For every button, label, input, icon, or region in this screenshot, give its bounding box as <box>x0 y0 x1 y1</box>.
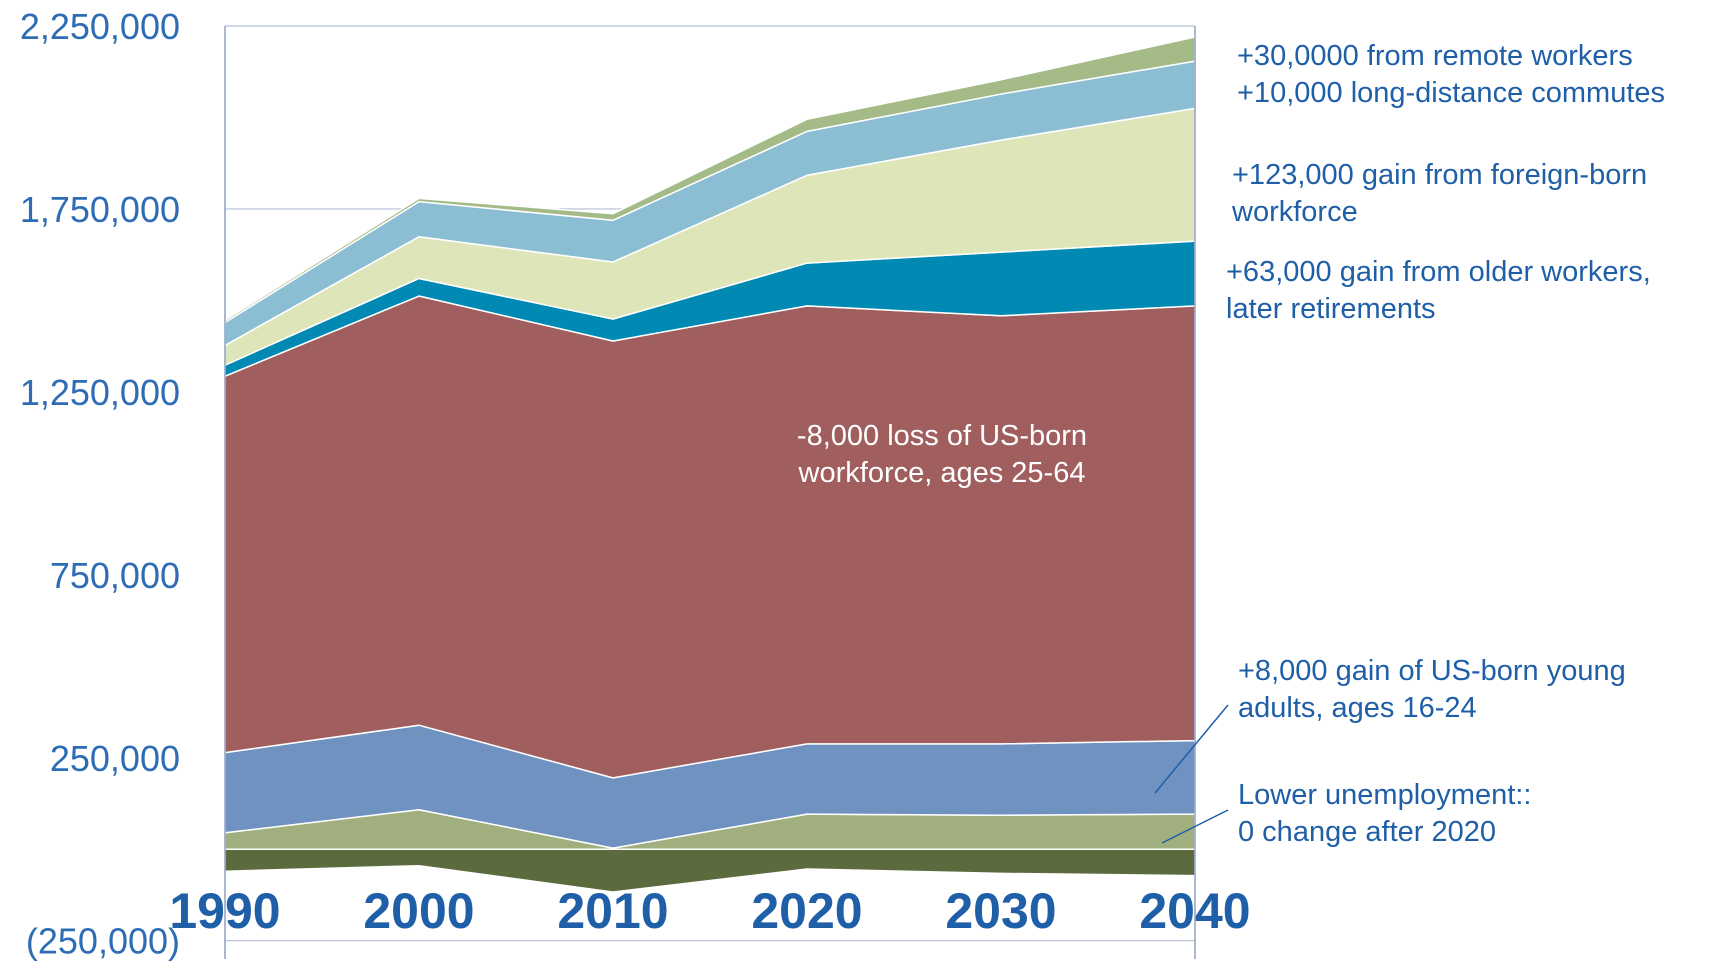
annotation: +8,000 gain of US-born young <box>1238 655 1626 687</box>
leader-line <box>1161 809 1229 844</box>
y-tick-label: (250,000) <box>26 921 180 961</box>
x-tick-label: 2040 <box>1139 883 1250 939</box>
x-tick-label: 2020 <box>751 883 862 939</box>
annotation: workforce <box>1231 196 1358 228</box>
y-tick-label: 1,750,000 <box>20 189 180 230</box>
annotation: +10,000 long-distance commutes <box>1237 77 1665 109</box>
x-tick-label: 2030 <box>945 883 1056 939</box>
axes <box>224 26 1196 959</box>
annotation: workforce, ages 25-64 <box>798 457 1086 489</box>
x-tick-label: 2010 <box>557 883 668 939</box>
leaders <box>1154 704 1229 844</box>
y-tick-label: 1,250,000 <box>20 372 180 413</box>
annotation: +63,000 gain from older workers, <box>1226 256 1651 288</box>
y-tick-label: 250,000 <box>50 738 180 779</box>
leader-line <box>1154 704 1229 794</box>
annotation: Lower unemployment:: <box>1238 779 1531 811</box>
area <box>224 295 1196 779</box>
y-tick-label: 750,000 <box>50 555 180 596</box>
x-tick-label: 2000 <box>363 883 474 939</box>
x-tick-label: 1990 <box>169 883 280 939</box>
annotation: +30,0000 from remote workers <box>1237 40 1633 72</box>
annotation: later retirements <box>1226 293 1436 325</box>
annotation: adults, ages 16-24 <box>1238 692 1477 724</box>
areas <box>224 36 1196 893</box>
labels: (250,000) 250,000 750,000 1,250,000 1,750,00… <box>20 6 1665 961</box>
annotation: -8,000 loss of US-born <box>797 420 1087 452</box>
annotation: +123,000 gain from foreign-born <box>1232 159 1647 191</box>
annotation: 0 change after 2020 <box>1238 816 1496 848</box>
y-tick-label: 2,250,000 <box>20 6 180 47</box>
